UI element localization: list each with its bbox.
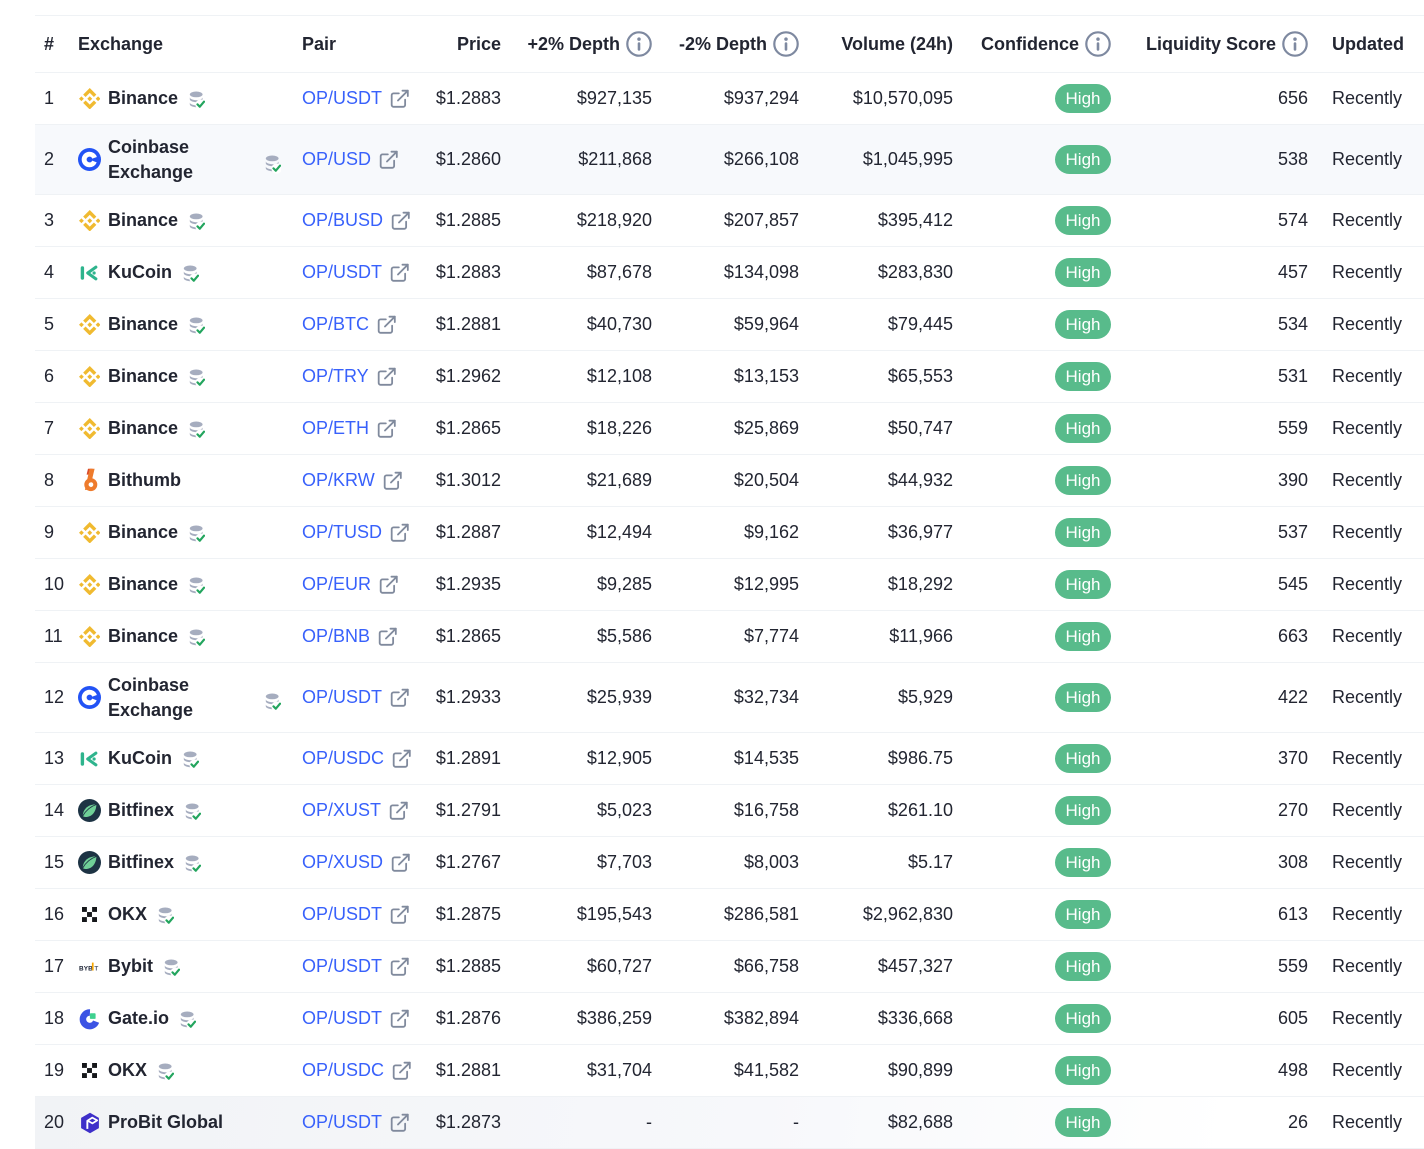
svg-text:BYB: BYB <box>79 965 93 972</box>
svg-text:T: T <box>94 965 98 972</box>
